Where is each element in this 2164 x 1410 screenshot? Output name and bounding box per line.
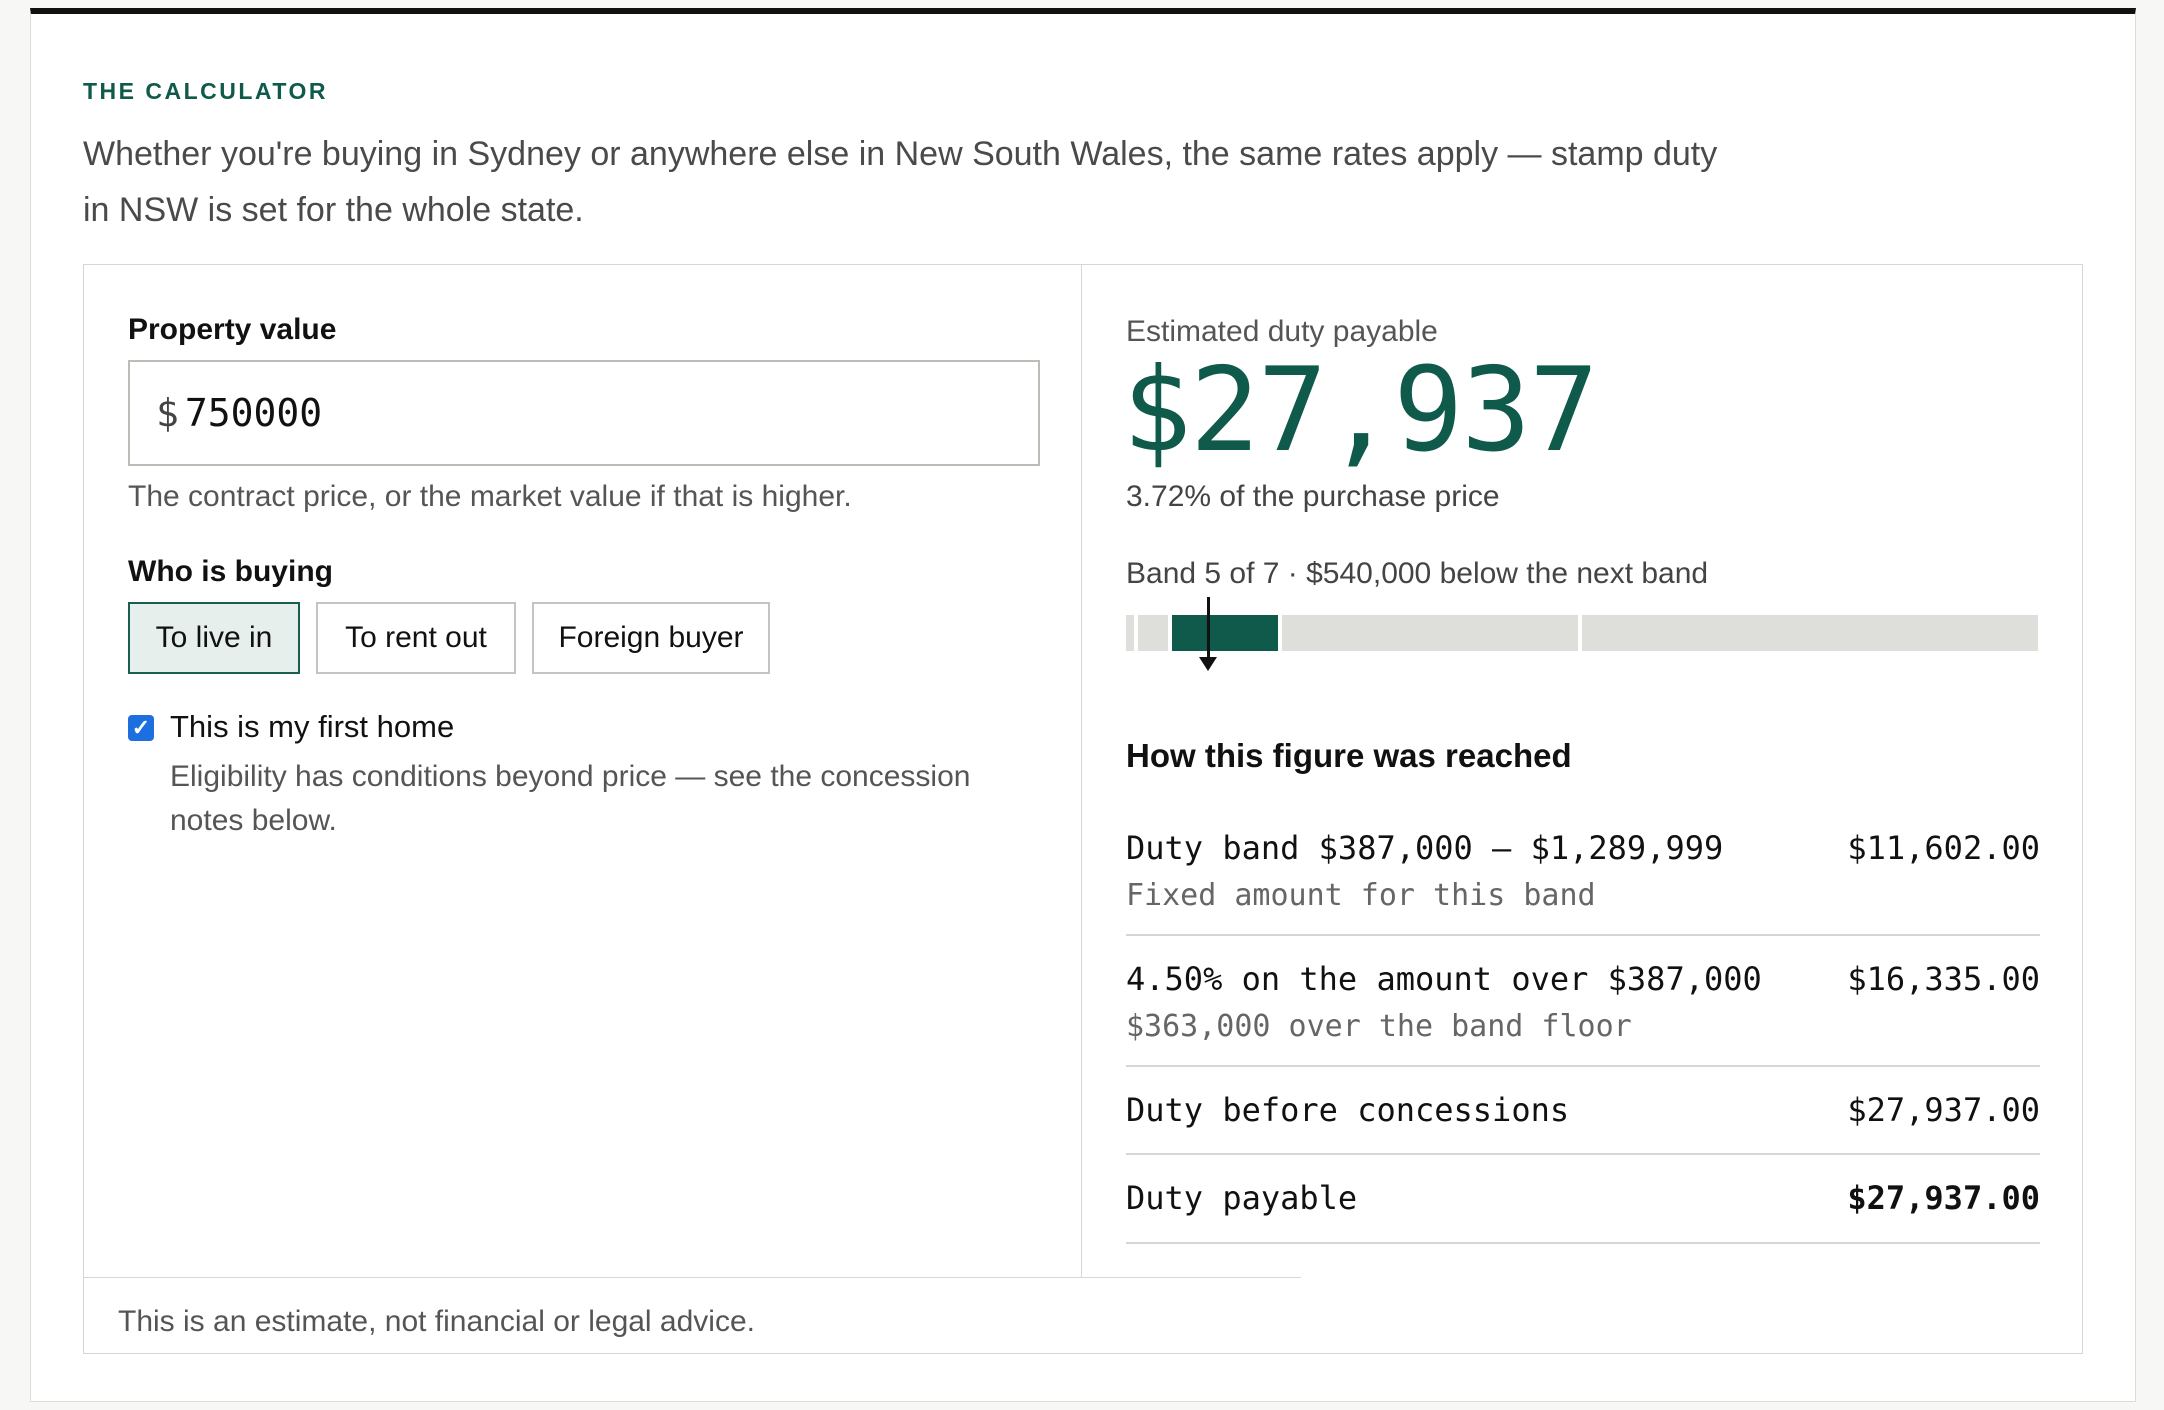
calculator-card: Property value $ 750000 The contract pri… xyxy=(83,264,2083,1354)
property-value-label: Property value xyxy=(128,313,337,346)
breakdown-total-label: Duty payable xyxy=(1126,1179,1358,1217)
first-home-note-line-2: notes below. xyxy=(170,804,337,837)
footer-divider xyxy=(84,1277,1301,1278)
who-buying-label: Who is buying xyxy=(128,555,333,588)
calculator-page: THE CALCULATOR Whether you're buying in … xyxy=(30,8,2136,1402)
band-divider xyxy=(1134,615,1138,651)
disclaimer-text: This is an estimate, not financial or le… xyxy=(118,1305,755,1338)
band-segment xyxy=(1282,615,1582,651)
breakdown-row-label: 4.50% on the amount over $387,000 xyxy=(1126,960,1762,998)
property-value-input[interactable]: $ 750000 xyxy=(128,360,1040,466)
breakdown-row: 4.50% on the amount over $387,000 $363,0… xyxy=(1126,936,2040,1067)
first-home-checkbox[interactable]: ✓ xyxy=(128,715,154,741)
property-value-text: 750000 xyxy=(184,391,323,435)
breakdown-row-note: Fixed amount for this band xyxy=(1126,878,1596,913)
input-panel: Property value $ 750000 The contract pri… xyxy=(84,265,1082,1277)
breakdown-table: Duty band $387,000 – $1,289,999 Fixed am… xyxy=(1126,805,2040,1244)
currency-symbol: $ xyxy=(156,391,179,435)
value-marker-arrow-icon xyxy=(1199,657,1217,671)
breakdown-row: Duty band $387,000 – $1,289,999 Fixed am… xyxy=(1126,805,2040,936)
breakdown-row-label: Duty before concessions xyxy=(1126,1091,1570,1129)
percent-of-price: 3.72% of the purchase price xyxy=(1126,480,1500,513)
intro-text: Whether you're buying in Sydney or anywh… xyxy=(83,126,1743,238)
band-divider xyxy=(1168,615,1172,651)
breakdown-title: How this figure was reached xyxy=(1126,737,1572,774)
option-foreign-buyer-button[interactable]: Foreign buyer xyxy=(532,602,770,674)
property-value-hint: The contract price, or the market value … xyxy=(128,480,852,513)
intro-line-1: Whether you're buying in Sydney or anywh… xyxy=(83,135,1718,173)
band-caption: Band 5 of 7 · $540,000 below the next ba… xyxy=(1126,557,1709,590)
option-to-live-in-button[interactable]: To live in xyxy=(128,602,300,674)
intro-line-2: in NSW is set for the whole state. xyxy=(83,191,584,229)
breakdown-row-note: $363,000 over the band floor xyxy=(1126,1009,1632,1044)
band-divider xyxy=(1578,615,1582,651)
section-eyebrow: THE CALCULATOR xyxy=(83,78,328,104)
first-home-note: Eligibility has conditions beyond price … xyxy=(170,755,1030,843)
option-to-rent-out-button[interactable]: To rent out xyxy=(316,602,516,674)
breakdown-row-amount: $27,937.00 xyxy=(1847,1091,2040,1129)
band-segment xyxy=(1126,615,1134,651)
breakdown-row-label: Duty band $387,000 – $1,289,999 xyxy=(1126,829,1724,867)
band-divider xyxy=(1278,615,1282,651)
band-segment xyxy=(1138,615,1172,651)
band-segment xyxy=(1590,615,2038,651)
band-progress-bar xyxy=(1126,615,2038,651)
duty-amount: $27,937 xyxy=(1122,343,1599,478)
band-segment xyxy=(1172,615,1278,651)
breakdown-row-amount: $16,335.00 xyxy=(1847,960,2040,998)
first-home-label: This is my first home xyxy=(170,709,455,744)
value-marker-line xyxy=(1207,597,1210,659)
breakdown-total-row: Duty payable $27,937.00 xyxy=(1126,1155,2040,1244)
breakdown-row: Duty before concessions $27,937.00 xyxy=(1126,1067,2040,1155)
result-panel: Estimated duty payable $27,937 3.72% of … xyxy=(1082,265,2082,1277)
breakdown-total-amount: $27,937.00 xyxy=(1847,1179,2040,1217)
breakdown-row-amount: $11,602.00 xyxy=(1847,829,2040,867)
estimate-label: Estimated duty payable xyxy=(1126,315,1438,348)
first-home-note-line-1: Eligibility has conditions beyond price … xyxy=(170,760,971,793)
